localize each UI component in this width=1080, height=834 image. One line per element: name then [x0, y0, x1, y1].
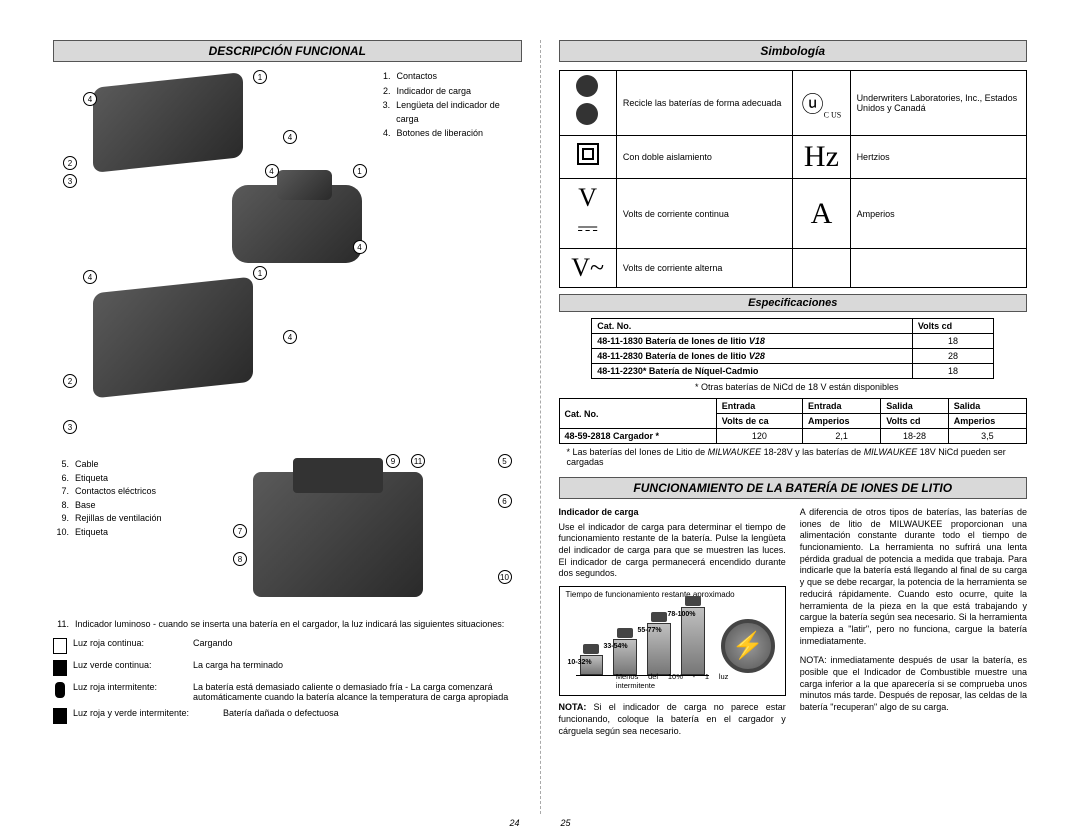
callout-4b: 4: [283, 130, 297, 144]
callout-10: 10: [498, 570, 512, 584]
callout-11: 11: [411, 454, 425, 468]
callout-5: 5: [498, 454, 512, 468]
battery-icon: [53, 660, 67, 676]
spec-table-2: Cat. No. EntradaEntradaSalidaSalida Volt…: [559, 398, 1028, 444]
callout-1: 1: [253, 70, 267, 84]
page-left: DESCRIPCIÓN FUNCIONAL 1 4 2 3 4 4 1 4 1 …: [35, 40, 541, 814]
legend-item-11: 11.Indicador luminoso - cuando se insert…: [53, 618, 522, 632]
col2-p2: NOTA: inmediatamente después de usar la …: [800, 655, 1027, 713]
charger-illustration: 9 11 5 6 7 8 10: [213, 454, 522, 614]
callout-9: 9: [386, 454, 400, 468]
callout-3b: 3: [63, 420, 77, 434]
functional-top: 1 4 2 3 4 4 1 4 1 4 4 2 3 1.Contactos 2.…: [53, 70, 522, 450]
callout-8: 8: [233, 552, 247, 566]
battery-icon: [53, 638, 67, 654]
callout-6a: 6: [498, 494, 512, 508]
battery-broken-icon: [53, 708, 67, 724]
callout-4c: 4: [265, 164, 279, 178]
legend-bottom-part1: 5.Cable 6.Etiqueta 7.Contactos eléctrico…: [53, 458, 203, 614]
page-number-left: 24: [509, 818, 519, 828]
callout-1c: 1: [253, 266, 267, 280]
section-header-simbologia: Simbología: [559, 40, 1028, 62]
callout-7: 7: [233, 524, 247, 538]
nota-paragraph: NOTA: Si el indicador de carga no parece…: [559, 702, 786, 737]
callout-2: 2: [63, 156, 77, 170]
spec-table-1: Cat. No.Volts cd 48-11-1830 Batería de I…: [591, 318, 994, 379]
symbol-table: Recicle las baterías de forma adecuada ⓤ…: [559, 70, 1028, 288]
col2-p1: A diferencia de otros tipos de baterías,…: [800, 507, 1027, 647]
page-number-right: 25: [561, 818, 571, 828]
thermo-icon: [55, 682, 65, 698]
callout-3: 3: [63, 174, 77, 188]
product-illustration-area: 1 4 2 3 4 4 1 4 1 4 4 2 3: [53, 70, 367, 450]
indicador-paragraph: Use el indicador de carga para determina…: [559, 522, 786, 580]
legend-top: 1.Contactos 2.Indicador de carga 3.Lengü…: [377, 70, 522, 450]
page-right: Simbología Recicle las baterías de forma…: [541, 40, 1046, 814]
section-header-descripcion: DESCRIPCIÓN FUNCIONAL: [53, 40, 522, 62]
callout-2b: 2: [63, 374, 77, 388]
footnote-1: * Otras baterías de NiCd de 18 V están d…: [567, 382, 1028, 392]
two-column-body: Indicador de carga Use el indicador de c…: [559, 507, 1028, 737]
footnote-2: * Las baterías del Iones de Litio de MIL…: [567, 447, 1028, 467]
section-header-funcionamiento: FUNCIONAMIENTO DE LA BATERÍA DE IONES DE…: [559, 477, 1028, 499]
charger-row: 5.Cable 6.Etiqueta 7.Contactos eléctrico…: [53, 454, 522, 614]
status-list: Luz roja continua:Cargando Luz verde con…: [53, 638, 522, 724]
lightning-icon: ⚡: [721, 619, 775, 673]
callout-4f: 4: [283, 330, 297, 344]
gauge-box: Tiempo de funcionamiento restante aproxi…: [559, 586, 786, 696]
callout-1b: 1: [353, 164, 367, 178]
section-header-especificaciones: Especificaciones: [559, 294, 1028, 312]
callout-4e: 4: [83, 270, 97, 284]
callout-4d: 4: [353, 240, 367, 254]
callout-4: 4: [83, 92, 97, 106]
indicador-head: Indicador de carga: [559, 507, 786, 519]
